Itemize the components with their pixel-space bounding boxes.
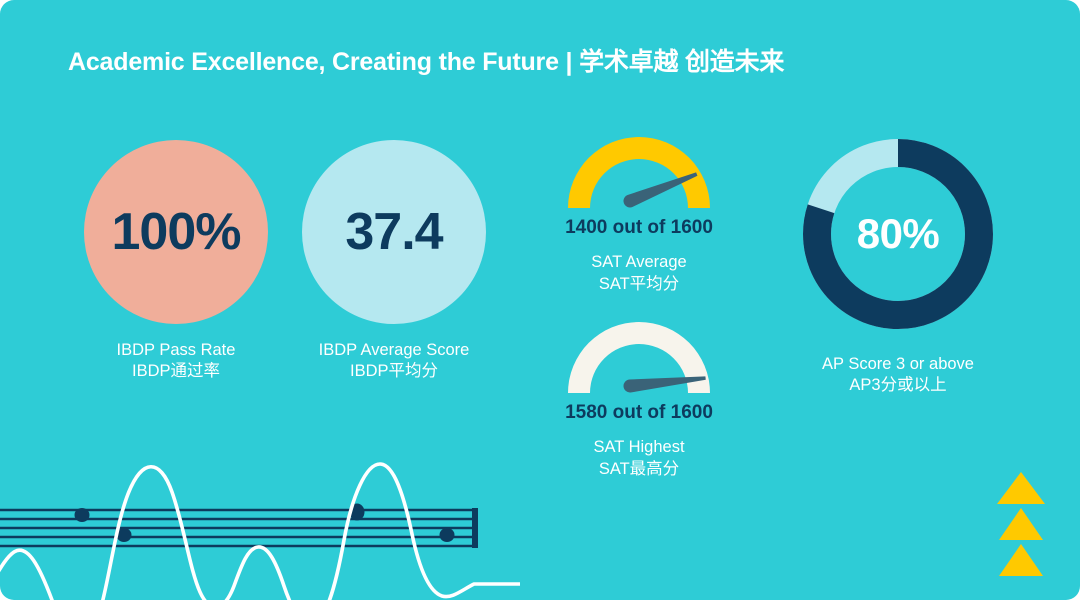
gauge-arc bbox=[568, 322, 710, 393]
triangle-icon bbox=[999, 544, 1043, 576]
waveform-curve bbox=[0, 462, 520, 600]
stat-caption-sat-average: SAT Average SAT平均分 bbox=[524, 252, 754, 294]
stat-ibdp-pass-rate: 100% IBDP Pass Rate IBDP通过率 bbox=[64, 140, 288, 382]
stat-caption-ibdp-average-score: IBDP Average Score IBDP平均分 bbox=[282, 340, 506, 382]
page-title: Academic Excellence, Creating the Future… bbox=[68, 48, 785, 76]
triangle-icon bbox=[997, 472, 1045, 504]
stat-value-sat-highest: 1580 out of 1600 bbox=[524, 402, 754, 424]
gauge-arc bbox=[568, 137, 710, 208]
caption-en: IBDP Pass Rate bbox=[116, 341, 236, 359]
stat-caption-sat-highest: SAT Highest SAT最高分 bbox=[524, 437, 754, 479]
caption-en: SAT Average bbox=[591, 253, 687, 272]
stat-sat-average: 1400 out of 1600 SAT Average SAT平均分 bbox=[524, 131, 754, 295]
stat-caption-ap-score: AP Score 3 or above AP3分或以上 bbox=[786, 354, 1010, 396]
staff-notes bbox=[74, 503, 455, 542]
note-head bbox=[116, 528, 132, 542]
value-line-1: 1580 out of bbox=[565, 402, 666, 423]
stat-value-sat-average: 1400 out of 1600 bbox=[524, 217, 754, 239]
gauge-sat-highest-icon bbox=[568, 322, 710, 393]
stat-ibdp-average-score: 37.4 IBDP Average Score IBDP平均分 bbox=[282, 140, 506, 382]
caption-en: AP Score 3 or above bbox=[822, 355, 974, 373]
staff-lines bbox=[0, 508, 478, 548]
caption-zh: SAT最高分 bbox=[598, 459, 680, 478]
donut-value-arc bbox=[803, 139, 993, 329]
gauge-needle bbox=[623, 376, 706, 393]
caption-en: SAT Highest bbox=[593, 438, 685, 457]
stat-value-ibdp-average-score: 37.4 bbox=[345, 203, 443, 261]
note-head bbox=[74, 508, 90, 522]
stat-sat-highest: 1580 out of 1600 SAT Highest SAT最高分 bbox=[524, 316, 754, 480]
stat-value-ibdp-pass-rate: 100% bbox=[111, 203, 242, 261]
circle-ibdp-pass-rate: 100% bbox=[84, 140, 268, 324]
staff-end-bar bbox=[472, 508, 478, 548]
note-head bbox=[439, 528, 455, 542]
stat-ap-score-3-or-above: 80% AP Score 3 or above AP3分或以上 bbox=[786, 136, 1010, 396]
circle-ibdp-average-score: 37.4 bbox=[302, 140, 486, 324]
caption-zh: IBDP平均分 bbox=[349, 362, 438, 381]
caption-en: IBDP Average Score bbox=[318, 341, 470, 359]
music-staff-decoration bbox=[0, 462, 520, 600]
gauge-sat-average-icon bbox=[568, 137, 710, 208]
value-line-1: 1400 out of bbox=[565, 217, 666, 238]
donut-ap-score: 80% bbox=[800, 136, 996, 332]
stat-caption-ibdp-pass-rate: IBDP Pass Rate IBDP通过率 bbox=[64, 340, 288, 382]
value-line-2: 1600 bbox=[670, 217, 713, 238]
caption-zh: SAT平均分 bbox=[598, 274, 680, 293]
stat-value-ap-score: 80% bbox=[856, 210, 940, 257]
value-line-2: 1600 bbox=[670, 402, 713, 423]
triangles-decoration bbox=[997, 472, 1045, 576]
triangle-icon bbox=[999, 508, 1043, 540]
gauge-needle bbox=[623, 172, 698, 208]
caption-zh: IBDP通过率 bbox=[131, 362, 220, 381]
donut-chart bbox=[803, 139, 993, 329]
caption-zh: AP3分或以上 bbox=[849, 376, 947, 395]
